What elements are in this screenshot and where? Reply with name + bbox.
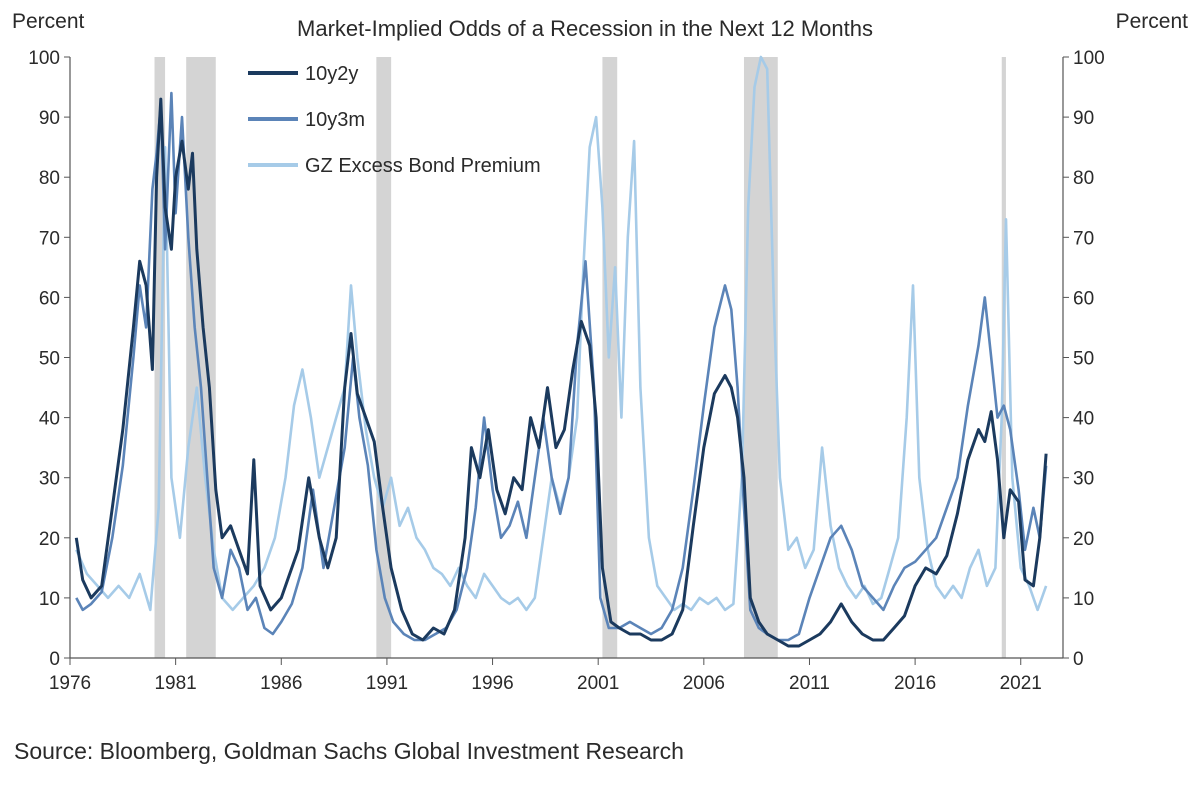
legend-label-2: GZ Excess Bond Premium — [305, 155, 541, 177]
right-y-tick-label: 20 — [1073, 529, 1094, 550]
x-tick-label: 1976 — [49, 673, 91, 694]
x-tick-label: 1991 — [366, 673, 408, 694]
x-tick-label: 2011 — [789, 673, 830, 694]
x-tick-label: 1981 — [154, 673, 196, 694]
legend-label-1: 10y3m — [305, 109, 365, 131]
left-y-tick-label: 70 — [39, 228, 60, 249]
x-tick-label: 2001 — [577, 673, 619, 694]
left-y-tick-label: 100 — [28, 48, 60, 69]
left-y-tick-label: 40 — [39, 409, 60, 430]
right-axis-unit-label: Percent — [1116, 10, 1189, 33]
axes — [64, 56, 1069, 665]
left-y-tick-label: 10 — [39, 589, 60, 610]
recession-band-0 — [154, 57, 166, 658]
recession-band-1 — [186, 57, 216, 658]
right-y-tick-label: 10 — [1073, 589, 1094, 610]
recession-band-2 — [376, 57, 392, 658]
right-y-tick-label: 40 — [1073, 409, 1094, 430]
x-tick-label: 1996 — [471, 673, 513, 694]
left-y-tick-label: 30 — [39, 469, 60, 490]
right-y-tick-label: 0 — [1073, 649, 1084, 670]
series-line-10y2y — [74, 97, 1048, 648]
left-y-tick-label: 0 — [49, 649, 60, 670]
series-lines — [74, 55, 1048, 648]
source-note: Source: Bloomberg, Goldman Sachs Global … — [14, 738, 684, 764]
left-y-tick-label: 50 — [39, 349, 60, 370]
left-y-tick-label: 20 — [39, 529, 60, 550]
chart-title: Market-Implied Odds of a Recession in th… — [297, 16, 873, 41]
right-y-tick-label: 50 — [1073, 349, 1094, 370]
right-y-tick-label: 30 — [1073, 469, 1094, 490]
legend: 10y2y 10y3m GZ Excess Bond Premium — [248, 63, 541, 177]
x-tick-label: 2021 — [1000, 673, 1042, 694]
right-y-tick-label: 80 — [1073, 168, 1094, 189]
x-tick-label: 2006 — [683, 673, 725, 694]
x-tick-label: 1986 — [260, 673, 302, 694]
left-y-tick-label: 80 — [39, 168, 60, 189]
left-y-tick-label: 90 — [39, 108, 60, 129]
tick-labels: 0 0 10 10 20 20 30 30 40 40 50 50 60 60 70 70 80 80 90 90 10… — [28, 48, 1104, 694]
right-y-tick-label: 100 — [1073, 48, 1105, 69]
right-y-tick-label: 70 — [1073, 228, 1094, 249]
legend-label-0: 10y2y — [305, 63, 358, 85]
x-tick-label: 2016 — [894, 673, 936, 694]
right-y-tick-label: 90 — [1073, 108, 1094, 129]
left-y-tick-label: 60 — [39, 288, 60, 309]
right-y-tick-label: 60 — [1073, 288, 1094, 309]
left-axis-unit-label: Percent — [12, 10, 85, 33]
